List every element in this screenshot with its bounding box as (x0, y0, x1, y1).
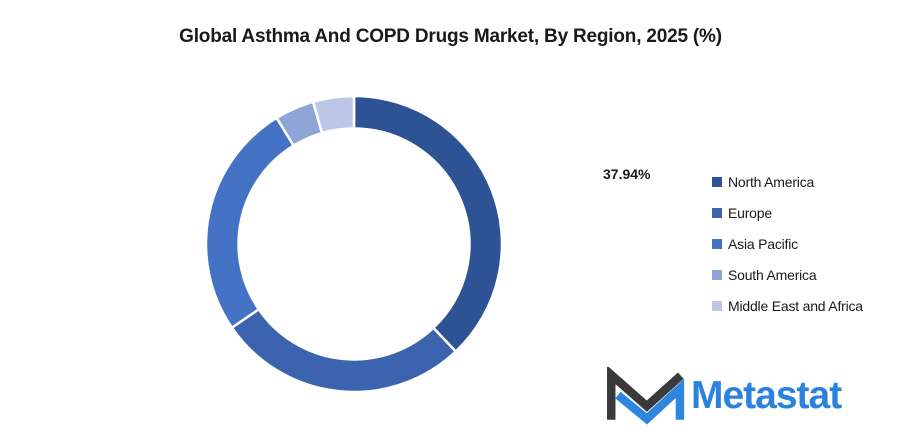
legend-item-middle-east-and-africa: Middle East and Africa (712, 298, 863, 314)
legend-label: Europe (728, 205, 772, 221)
legend-item-europe: Europe (712, 205, 863, 221)
legend-swatch-icon (712, 177, 722, 187)
chart-legend: North America Europe Asia Pacific South Ame… (712, 174, 863, 330)
legend-label: South America (728, 267, 817, 283)
donut-slice-middle-east-and-africa (311, 94, 356, 135)
legend-item-asia-pacific: Asia Pacific (712, 236, 863, 252)
legend-label: Asia Pacific (728, 236, 798, 252)
donut-slice-north-america (352, 94, 504, 353)
metastat-logo-text: Metastat (691, 374, 842, 417)
donut-chart-container (204, 94, 504, 394)
legend-swatch-icon (712, 208, 722, 218)
legend-label: Middle East and Africa (728, 298, 863, 314)
metastat-logo: Metastat (607, 367, 842, 425)
legend-item-south-america: South America (712, 267, 863, 283)
legend-swatch-icon (712, 239, 722, 249)
legend-label: North America (728, 174, 815, 190)
chart-title: Global Asthma And COPD Drugs Market, By … (179, 26, 722, 47)
legend-swatch-icon (712, 301, 722, 311)
metastat-logo-m-icon (607, 367, 685, 425)
donut-slice-asia-pacific (204, 116, 295, 329)
data-label-north-america: 37.94% (603, 166, 651, 182)
donut-slice-europe (230, 308, 457, 394)
donut-chart (204, 94, 504, 394)
legend-item-north-america: North America (712, 174, 863, 190)
legend-swatch-icon (712, 270, 722, 280)
